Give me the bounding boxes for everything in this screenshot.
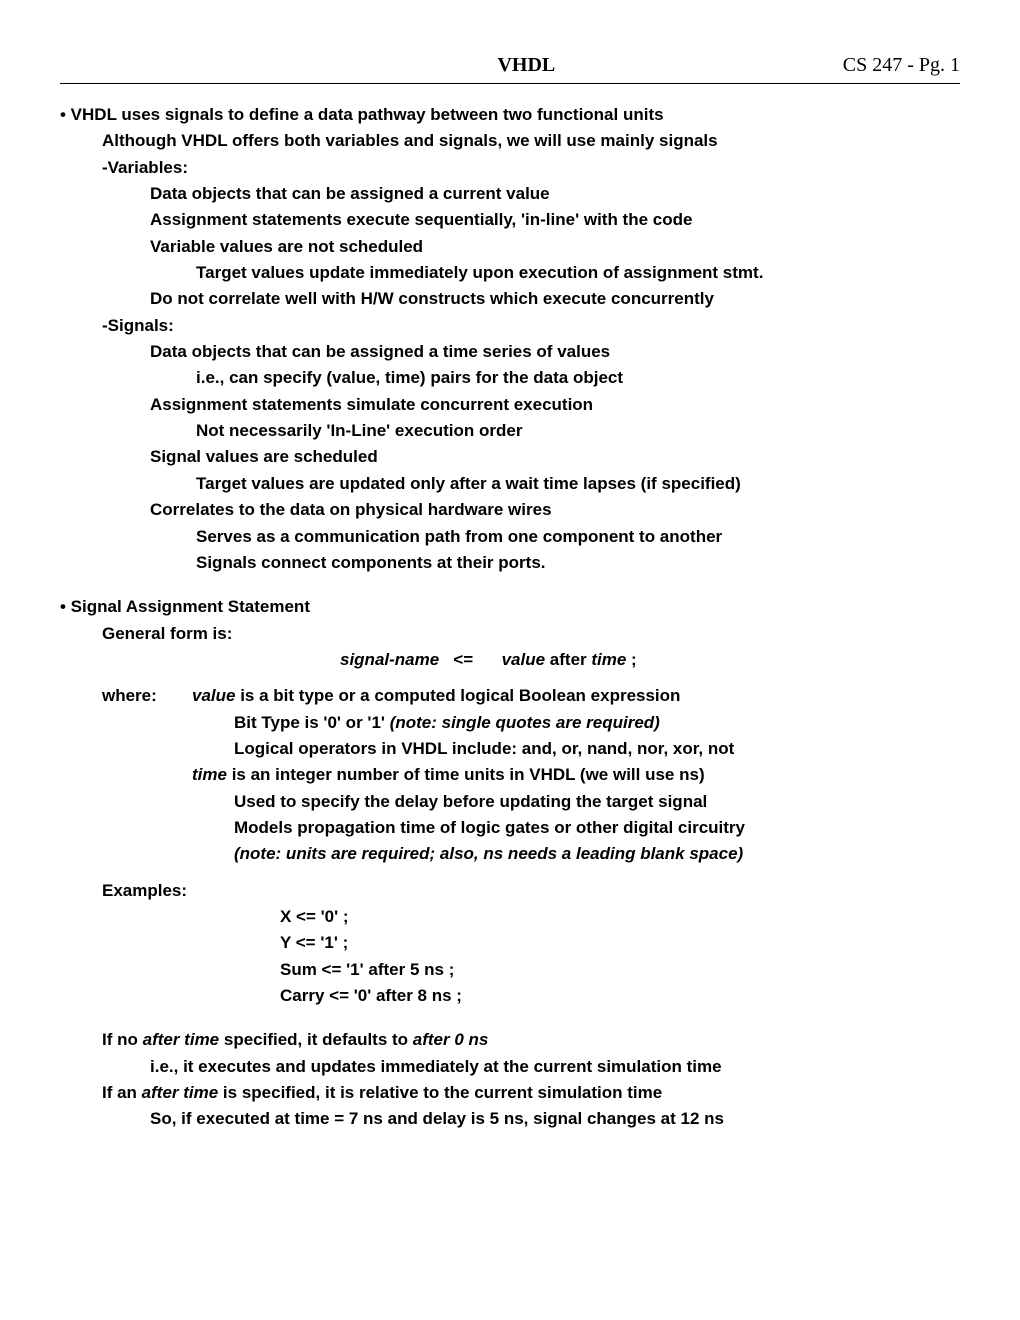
text-line: Data objects that can be assigned a time… [150,339,960,365]
footer-text: is specified, it is relative to the curr… [218,1083,662,1102]
where-block: where: value is a bit type or a computed… [60,683,960,867]
example-line: Carry <= '0' after 8 ns ; [280,983,960,1009]
text-line: So, if executed at time = 7 ns and delay… [150,1106,960,1132]
header-title: VHDL [210,50,843,81]
text-line: Target values update immediately upon ex… [196,260,960,286]
section1-title: • VHDL uses signals to define a data pat… [60,102,960,128]
footer-text: specified, it defaults to [219,1030,413,1049]
where-value-italic: value [192,686,235,705]
text-line: Signals connect components at their port… [196,550,960,576]
text-line: Serves as a communication path from one … [196,524,960,550]
syntax-op: <= [439,650,501,669]
text-line: Do not correlate well with H/W construct… [150,286,960,312]
example-line: Sum <= '1' after 5 ns ; [280,957,960,983]
signals-heading: -Signals: [102,313,960,339]
text-line: Assignment statements simulate concurren… [150,392,960,418]
text-line: Data objects that can be assigned a curr… [150,181,960,207]
text-line: Bit Type is '0' or '1' (note: single quo… [234,710,960,736]
text-line: Correlates to the data on physical hardw… [150,497,960,523]
text-line: Variable values are not scheduled [150,234,960,260]
header-page: CS 247 - Pg. 1 [843,50,960,81]
syntax-line: signal-name <= value after time ; [340,647,960,673]
footer-italic: after time [143,1030,220,1049]
text-line: Not necessarily 'In-Line' execution orde… [196,418,960,444]
syntax-after: after [545,650,591,669]
syntax-semi: ; [626,650,636,669]
where-value-text: is a bit type or a computed logical Bool… [235,686,680,705]
where-time-italic: time [192,765,227,784]
text-line: If an after time is specified, it is rel… [102,1080,960,1106]
text-line: i.e., can specify (value, time) pairs fo… [196,365,960,391]
general-form-label: General form is: [102,621,960,647]
text-line: time is an integer number of time units … [192,762,960,788]
page-header: VHDL CS 247 - Pg. 1 [60,50,960,84]
footer-italic: after 0 ns [413,1030,489,1049]
text-line: Signal values are scheduled [150,444,960,470]
text-line: i.e., it executes and updates immediatel… [150,1054,960,1080]
example-line: Y <= '1' ; [280,930,960,956]
text-line-note: (note: units are required; also, ns need… [234,841,960,867]
syntax-value: value [502,650,545,669]
footer-text: If no [102,1030,143,1049]
where-label: where: [102,683,192,867]
section2-title: • Signal Assignment Statement [60,594,960,620]
where-time-text: is an integer number of time units in VH… [227,765,705,784]
example-line: X <= '0' ; [280,904,960,930]
footer-text: If an [102,1083,142,1102]
text-line: Used to specify the delay before updatin… [234,789,960,815]
where-content: value is a bit type or a computed logica… [192,683,960,867]
text-line: value is a bit type or a computed logica… [192,683,960,709]
text-line: Target values are updated only after a w… [196,471,960,497]
bit-type-text: Bit Type is '0' or '1' [234,713,390,732]
text-line: Models propagation time of logic gates o… [234,815,960,841]
syntax-time: time [591,650,626,669]
footer-italic: after time [142,1083,219,1102]
header-spacer [60,50,210,81]
variables-heading: -Variables: [102,155,960,181]
examples-label: Examples: [102,878,960,904]
text-line: Logical operators in VHDL include: and, … [234,736,960,762]
bit-type-note: (note: single quotes are required) [390,713,660,732]
syntax-signal-name: signal-name [340,650,439,669]
text-line: Assignment statements execute sequential… [150,207,960,233]
text-line: Although VHDL offers both variables and … [102,128,960,154]
text-line: If no after time specified, it defaults … [102,1027,960,1053]
